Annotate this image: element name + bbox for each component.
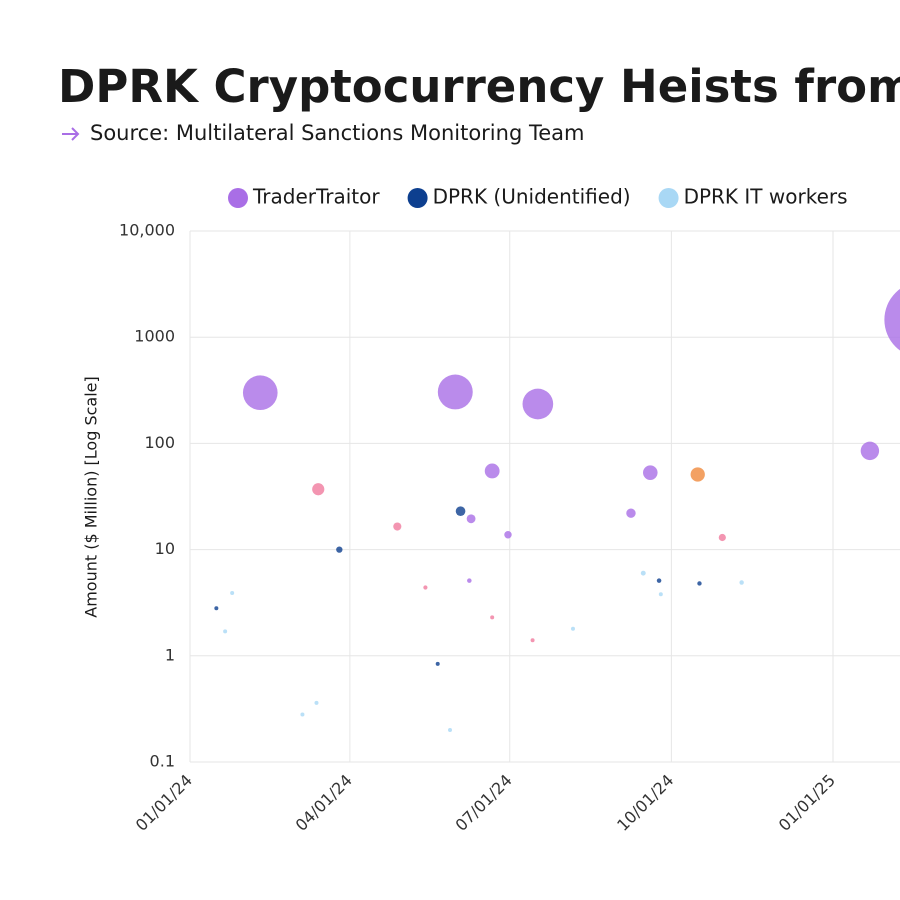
bubble	[658, 592, 663, 597]
bubble	[656, 578, 662, 583]
bubble	[490, 615, 495, 620]
x-tick-label: 07/01/24	[452, 771, 516, 835]
bubble	[690, 467, 705, 482]
y-tick-label: 0.1	[150, 752, 175, 771]
chart-title: DPRK Cryptocurrency Heists from Ja	[58, 60, 900, 113]
bubble	[242, 375, 278, 411]
legend: TraderTraitor DPRK (Unidentified) DPRK IT …	[228, 185, 848, 209]
bubble	[640, 570, 646, 576]
bubble	[504, 531, 512, 539]
y-tick-label: 10	[155, 539, 175, 558]
bubble	[448, 728, 453, 733]
bubble	[467, 578, 472, 583]
y-tick-label: 10,000	[119, 221, 175, 240]
bubble	[860, 441, 880, 461]
y-tick-label: 1	[165, 645, 175, 664]
bubble	[626, 508, 636, 518]
bubble	[223, 629, 228, 634]
bubble	[312, 483, 325, 496]
bubble	[435, 661, 440, 666]
bubble	[643, 465, 658, 480]
arrow-icon	[62, 127, 80, 141]
bubble	[884, 288, 900, 351]
x-tick-label: 04/01/24	[292, 771, 356, 835]
bubble	[697, 581, 702, 586]
y-tick-label: 1000	[134, 327, 175, 346]
y-axis-label: Amount ($ Million) [Log Scale]	[82, 376, 101, 618]
bubble	[455, 506, 466, 516]
bubble	[393, 522, 402, 531]
legend-marker	[658, 188, 679, 208]
y-tick-label: 100	[144, 433, 175, 452]
bubble	[300, 712, 305, 717]
grid: 10,000 1000 100 10 1 0.101/01/24 04/01/24 07/01…	[119, 221, 900, 835]
bubble	[423, 585, 428, 590]
chart-subtitle: Source: Multilateral Sanctions Monitorin…	[90, 121, 584, 145]
bubble	[336, 546, 343, 553]
plot-area	[214, 288, 900, 733]
x-tick-label: 10/01/24	[613, 771, 677, 835]
bubble	[466, 514, 476, 524]
bubble	[230, 591, 235, 596]
bubble	[570, 626, 575, 631]
legend-marker	[228, 188, 248, 208]
bubble	[530, 638, 535, 643]
legend-marker	[407, 188, 428, 208]
bubble	[739, 580, 744, 585]
legend-label: DPRK IT workers	[684, 185, 848, 209]
bubble	[718, 533, 726, 542]
bubble	[522, 388, 554, 420]
legend-label: DPRK (Unidentified)	[433, 185, 631, 209]
bubble	[214, 606, 219, 611]
bubble	[437, 374, 473, 410]
x-tick-label: 01/01/24	[132, 771, 196, 835]
legend-label: TraderTraitor	[252, 185, 380, 209]
x-tick-label: 01/01/25	[775, 771, 839, 835]
bubble	[484, 463, 500, 479]
bubble	[314, 700, 319, 705]
